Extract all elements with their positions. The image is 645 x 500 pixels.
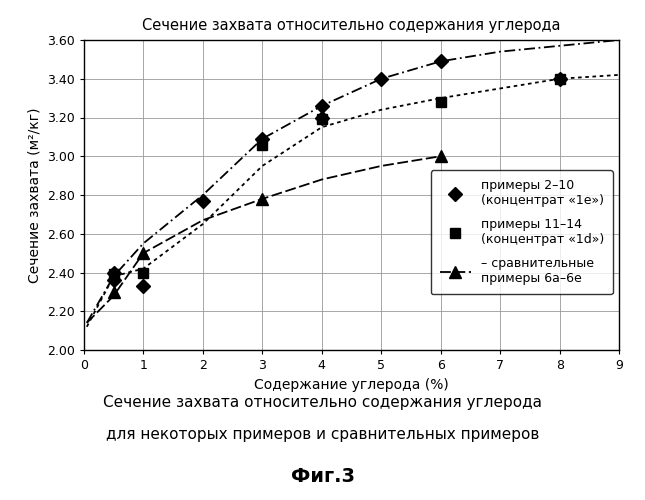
X-axis label: Содержание углерода (%): Содержание углерода (%) xyxy=(254,378,449,392)
Text: для некоторых примеров и сравнительных примеров: для некоторых примеров и сравнительных п… xyxy=(106,428,539,442)
Y-axis label: Сечение захвата (м²/кг): Сечение захвата (м²/кг) xyxy=(27,108,41,283)
Text: Фиг.3: Фиг.3 xyxy=(290,466,355,485)
Text: Сечение захвата относительно содержания углерода: Сечение захвата относительно содержания … xyxy=(103,395,542,410)
Legend: примеры 2–10
(концентрат «1е»), примеры 11–14
(концентрат «1d»), – сравнительные: примеры 2–10 (концентрат «1е»), примеры … xyxy=(431,170,613,294)
Title: Сечение захвата относительно содержания углерода: Сечение захвата относительно содержания … xyxy=(143,18,561,34)
